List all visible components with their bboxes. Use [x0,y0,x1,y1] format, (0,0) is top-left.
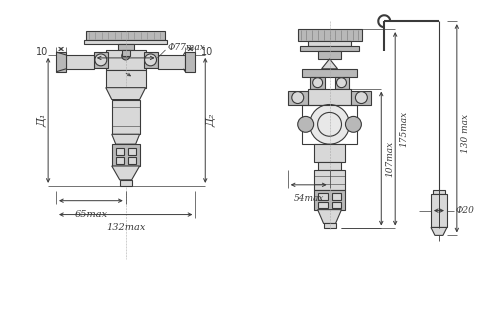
Bar [318,162,342,170]
Bar [314,190,346,210]
Bar [318,193,328,200]
Bar [66,55,94,69]
Circle shape [95,54,107,66]
Bar [334,77,349,89]
Bar [118,44,134,50]
Text: 65max: 65max [74,210,108,218]
Bar [298,29,362,41]
Bar [116,157,124,164]
Bar [302,69,358,77]
Bar [300,46,360,51]
Bar [122,50,130,56]
Bar [324,223,336,228]
Polygon shape [318,210,342,223]
Bar [310,77,324,89]
Circle shape [312,78,322,88]
Bar [352,91,372,105]
Circle shape [336,78,346,88]
Circle shape [356,92,368,104]
Text: 130 max: 130 max [461,114,470,153]
Bar [56,52,66,72]
Bar [158,55,186,69]
Bar [332,202,342,208]
Text: 107max: 107max [385,140,394,177]
Text: Φ77max: Φ77max [168,44,205,52]
Polygon shape [112,166,140,180]
Polygon shape [106,88,146,100]
Circle shape [122,52,130,60]
Bar [128,148,136,155]
Bar [302,105,358,144]
Polygon shape [112,134,140,144]
Bar [112,144,140,166]
Bar [308,89,352,105]
Circle shape [292,92,304,104]
Bar [106,70,146,88]
Text: Д₂: Д₂ [206,113,216,127]
Bar [186,52,196,72]
Polygon shape [431,227,447,236]
Circle shape [144,54,156,66]
Circle shape [298,116,314,132]
Text: 175max: 175max [399,111,408,147]
Text: 10: 10 [202,47,213,57]
Bar [84,40,168,44]
Bar [120,180,132,186]
Bar [86,31,166,40]
Bar [332,193,342,200]
Bar [94,52,108,68]
Circle shape [310,105,350,144]
Text: Д₁: Д₁ [37,113,47,127]
Bar [314,144,346,162]
Text: 132max: 132max [106,223,146,233]
Bar [308,41,352,46]
Bar [318,202,328,208]
Text: Φ20: Φ20 [456,206,474,215]
Bar [106,50,146,70]
Bar [318,51,342,59]
Bar [112,100,140,134]
Bar [288,91,308,105]
Bar [128,157,136,164]
Bar [144,52,158,68]
Bar [433,190,445,194]
Bar [116,148,124,155]
Bar [314,170,346,190]
Circle shape [346,116,362,132]
Polygon shape [431,194,447,227]
Polygon shape [322,59,338,69]
Text: 54max: 54max [294,194,324,203]
Text: 10: 10 [36,47,48,57]
